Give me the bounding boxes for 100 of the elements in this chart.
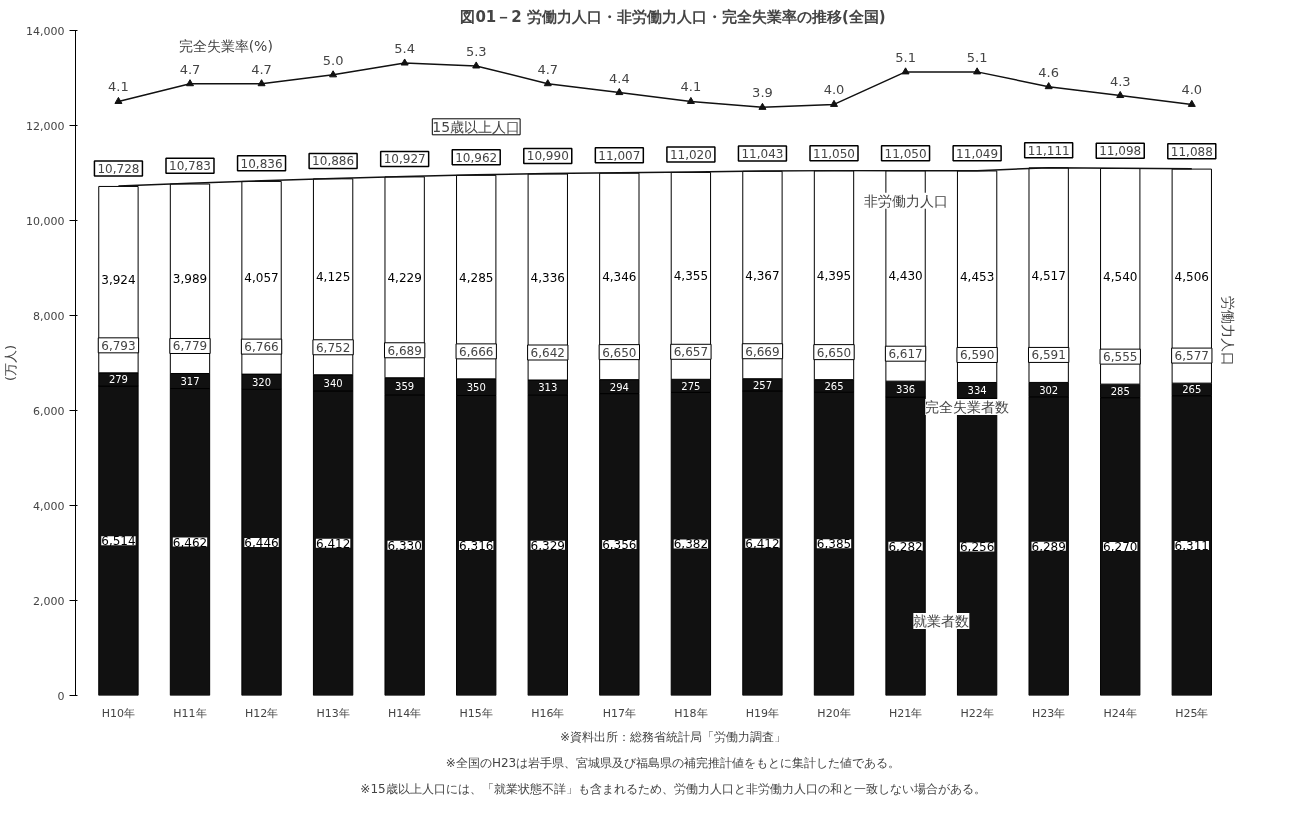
y-tick-label: 2,000 — [33, 594, 65, 608]
data-label: 279 — [108, 374, 128, 386]
data-label: 6,329 — [530, 538, 565, 553]
data-label: 5.1 — [895, 49, 916, 65]
annotation: 6,555 — [1103, 350, 1138, 365]
data-label: 4,506 — [1174, 269, 1209, 284]
annotation: 6,766 — [244, 340, 279, 355]
x-tick-label: H12年 — [244, 706, 279, 720]
x-tick-label: H14年 — [388, 706, 422, 720]
data-label: 3,989 — [172, 272, 208, 287]
data-label: 6,256 — [959, 540, 995, 555]
data-label: 10,962 — [455, 150, 498, 165]
data-label: 294 — [609, 381, 629, 393]
data-label: 4.3 — [1109, 73, 1131, 89]
data-label: 4.7 — [537, 61, 559, 77]
annotation: 6,669 — [745, 344, 780, 359]
y-tick-label: 4,000 — [33, 499, 65, 513]
data-label: 6,446 — [244, 535, 279, 550]
y-tick-label: 10,000 — [26, 214, 65, 228]
data-label: 11,020 — [669, 148, 712, 163]
data-label: 11,098 — [1099, 144, 1142, 159]
data-label: 6,382 — [673, 537, 709, 552]
data-label: 4.6 — [1038, 64, 1060, 80]
x-tick-label: H11年 — [173, 706, 207, 720]
data-label: 313 — [538, 382, 558, 394]
y-tick-label: 6,000 — [33, 404, 65, 418]
x-tick-label: H20年 — [817, 706, 851, 720]
data-label: 4.7 — [179, 61, 201, 77]
text: ※資料出所：総務省統計局「労働力調査」 — [559, 729, 787, 744]
annotation: 6,650 — [602, 345, 637, 360]
data-label: 4,395 — [816, 268, 852, 283]
data-label: 4.1 — [108, 79, 129, 95]
data-label: 6,282 — [888, 539, 923, 554]
series-label: 完全失業者数 — [925, 399, 1010, 416]
series-label: 非労働力人口 — [863, 192, 948, 209]
y-tick-label: 8,000 — [33, 309, 65, 323]
data-label: 4,229 — [387, 270, 422, 285]
data-label: 5.0 — [322, 52, 344, 68]
annotation: 6,650 — [816, 345, 852, 360]
data-label: 3,924 — [101, 273, 136, 288]
data-label: 3.9 — [752, 85, 773, 101]
data-label: 11,050 — [813, 146, 856, 161]
data-label: 265 — [824, 380, 844, 392]
x-tick-label: H19年 — [745, 706, 780, 720]
data-label: 257 — [752, 379, 772, 391]
data-label: 10,728 — [97, 161, 140, 176]
y-tick-label: 0 — [57, 689, 65, 703]
data-label: 11,111 — [1027, 143, 1070, 158]
data-label: 4.1 — [680, 79, 702, 95]
data-label: 265 — [1182, 384, 1202, 396]
annotation: 6,666 — [459, 344, 494, 359]
data-label: 350 — [466, 382, 486, 394]
data-label: 285 — [1110, 385, 1130, 397]
data-label: 336 — [896, 384, 916, 396]
data-label: 4,057 — [244, 271, 279, 286]
annotation: 6,577 — [1174, 349, 1209, 364]
data-label: 10,783 — [169, 159, 211, 174]
x-tick-label: H24年 — [1103, 706, 1137, 720]
annotation: 6,617 — [888, 347, 923, 362]
annotation: 6,590 — [959, 348, 995, 363]
annotation: 6,642 — [530, 346, 565, 361]
data-label: 4,355 — [673, 269, 709, 284]
data-label: 11,043 — [741, 146, 784, 161]
text: ※15歳以上人口には、「就業状態不詳」も含まれるため、労働力人口と非労働力人口の和と一致しない場合がある。 — [360, 781, 986, 796]
x-tick-label: H15年 — [459, 706, 493, 720]
x-tick-label: H22年 — [960, 706, 994, 720]
x-tick-label: H21年 — [888, 706, 923, 720]
text: 完全失業率(%) — [178, 37, 273, 54]
text: ※全国のH23は岩手県、宮城県及び福島県の補完推計値をもとに集計した値である。 — [445, 755, 901, 770]
y-tick-label: 12,000 — [26, 119, 65, 133]
data-label: 6,412 — [745, 536, 780, 551]
data-label: 4.0 — [1181, 82, 1203, 98]
x-tick-label: H16年 — [531, 706, 565, 720]
data-label: 6,412 — [315, 536, 351, 551]
x-tick-label: H13年 — [316, 706, 350, 720]
data-label: 10,836 — [240, 156, 283, 171]
y-tick-label: 14,000 — [26, 24, 65, 38]
data-label: 4.0 — [823, 82, 845, 98]
data-label: 302 — [1039, 384, 1059, 396]
data-label: 11,049 — [956, 146, 999, 161]
y-axis-title: (万人) — [3, 344, 19, 382]
data-label: 4.7 — [251, 61, 272, 77]
data-label: 4.4 — [609, 70, 630, 86]
annotation: 6,689 — [387, 343, 422, 358]
data-label: 6,462 — [172, 535, 208, 550]
annotation: 6,793 — [101, 338, 136, 353]
data-label: 10,927 — [383, 152, 426, 167]
annotation: 6,591 — [1031, 348, 1066, 363]
data-label: 4,367 — [745, 268, 780, 283]
data-label: 6,356 — [602, 538, 637, 553]
data-label: 4,540 — [1103, 269, 1138, 284]
data-label: 4,517 — [1031, 268, 1066, 283]
data-label: 5.3 — [465, 43, 487, 59]
data-label: 340 — [323, 377, 343, 389]
data-label: 6,316 — [459, 538, 494, 553]
annotation: 6,657 — [673, 345, 709, 360]
text: 15歳以上人口 — [432, 118, 521, 135]
data-label: 317 — [180, 376, 200, 388]
x-tick-label: H10年 — [101, 706, 136, 720]
data-label: 6,330 — [387, 538, 422, 553]
